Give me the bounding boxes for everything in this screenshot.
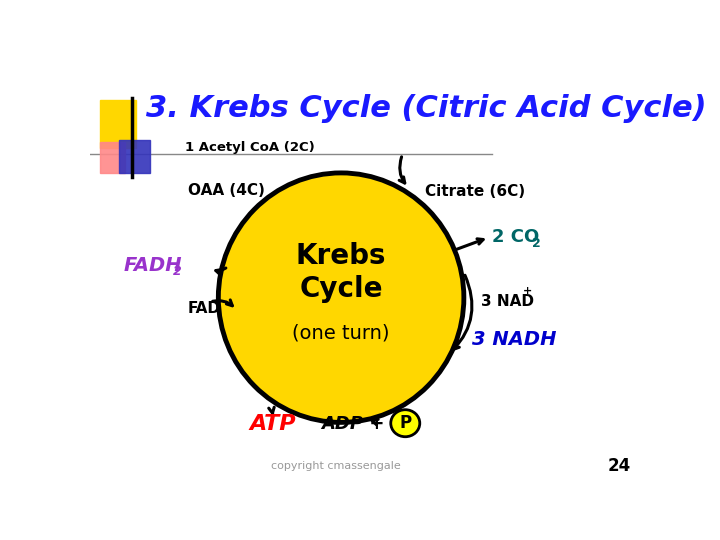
Text: 24: 24 xyxy=(608,457,631,475)
Text: OAA (4C): OAA (4C) xyxy=(188,183,264,198)
Text: 3. Krebs Cycle (Citric Acid Cycle): 3. Krebs Cycle (Citric Acid Cycle) xyxy=(145,94,706,123)
Text: FADH: FADH xyxy=(124,256,182,275)
Bar xyxy=(100,141,125,173)
Bar xyxy=(100,100,136,148)
Text: P: P xyxy=(399,414,411,432)
Text: 2 CO: 2 CO xyxy=(492,228,539,246)
Text: 2: 2 xyxy=(533,237,541,249)
Text: copyright cmassengale: copyright cmassengale xyxy=(271,461,400,471)
Text: Citrate (6C): Citrate (6C) xyxy=(425,184,525,199)
Text: ATP: ATP xyxy=(249,415,295,435)
Text: +: + xyxy=(523,286,531,296)
Text: Krebs
Cycle: Krebs Cycle xyxy=(296,242,387,303)
Bar xyxy=(119,140,150,173)
Text: 1 Acetyl CoA (2C): 1 Acetyl CoA (2C) xyxy=(185,141,315,154)
Ellipse shape xyxy=(218,173,464,422)
Text: 3 NAD: 3 NAD xyxy=(481,294,534,309)
Text: (one turn): (one turn) xyxy=(292,323,390,342)
Text: ADP +: ADP + xyxy=(322,415,385,434)
Text: 3 NADH: 3 NADH xyxy=(472,330,557,349)
Text: 2: 2 xyxy=(173,265,181,278)
Ellipse shape xyxy=(391,410,420,437)
Text: FAD: FAD xyxy=(188,301,220,315)
